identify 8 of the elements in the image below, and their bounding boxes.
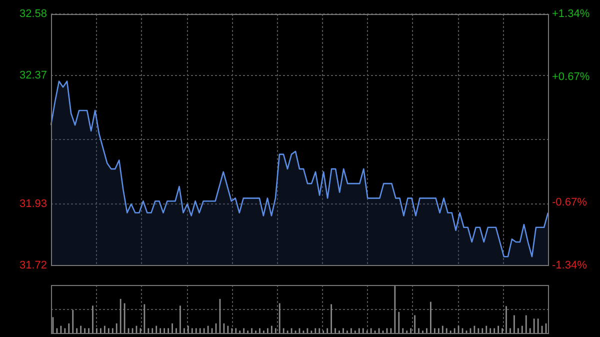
y2-tick-label: -0.67%: [552, 196, 588, 209]
y-tick-label: 32.37: [19, 69, 47, 82]
y-tick-label: 32.58: [19, 8, 47, 20]
y2-tick-label: -1.34%: [552, 259, 588, 272]
y-tick-label: 31.72: [19, 259, 47, 272]
y-tick-label: 31.93: [19, 198, 47, 210]
y2-tick-label: +1.34%: [552, 8, 590, 20]
y2-tick-label: +0.67%: [552, 70, 590, 83]
